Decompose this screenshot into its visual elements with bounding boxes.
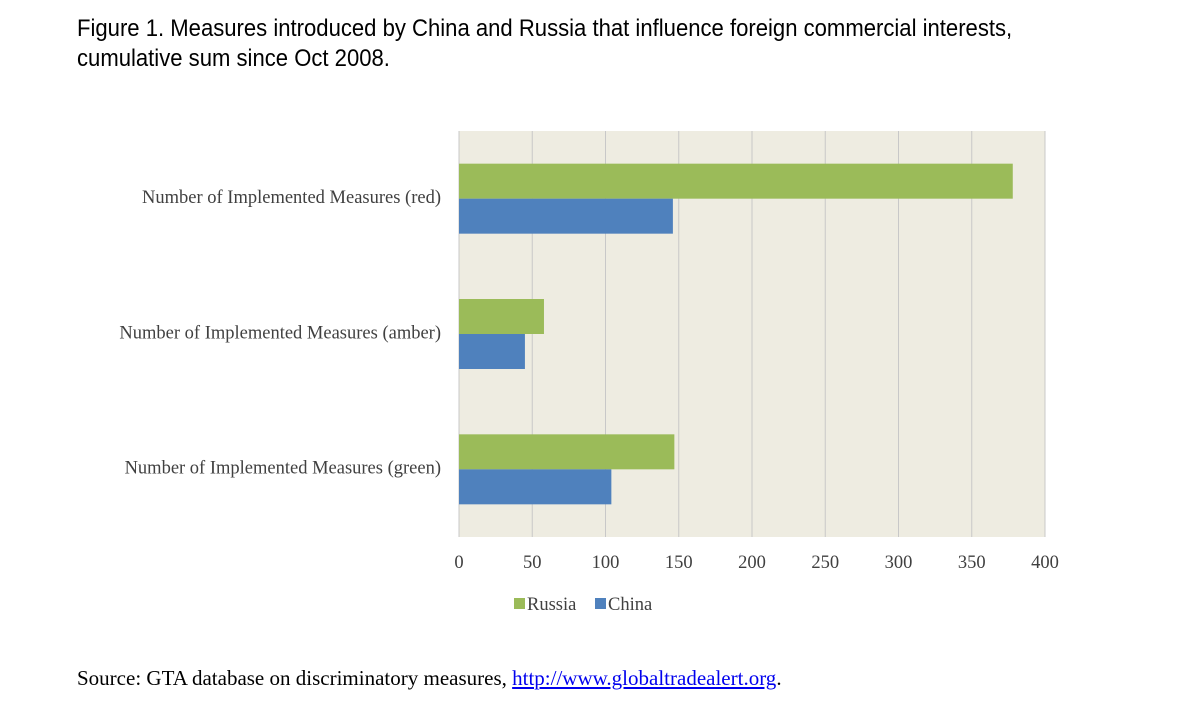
legend-label-russia: Russia xyxy=(527,595,576,615)
x-tick-label: 350 xyxy=(958,553,986,573)
x-tick-label: 250 xyxy=(811,553,839,573)
x-tick-label: 0 xyxy=(454,553,463,573)
legend-label-china: China xyxy=(608,595,652,615)
bar-chart: Number of Implemented Measures (red) Numb… xyxy=(119,131,1059,615)
bar-russia-1 xyxy=(459,163,1013,199)
x-tick-label: 400 xyxy=(1031,553,1059,573)
figure-title: Figure 1. Measures introduced by China a… xyxy=(77,15,1013,72)
bar-china-1 xyxy=(459,198,673,234)
bar-russia-3 xyxy=(459,434,675,470)
category-label: Number of Implemented Measures (green) xyxy=(125,459,441,479)
source-note: Source: GTA database on discriminatory m… xyxy=(77,666,782,691)
category-label: Number of Implemented Measures (red) xyxy=(142,188,441,208)
legend-swatch-china xyxy=(595,598,606,609)
bar-china-2 xyxy=(459,334,525,369)
source-text: Source: GTA database on discriminatory m… xyxy=(77,666,513,690)
bar-russia-2 xyxy=(459,299,544,334)
x-tick-label: 100 xyxy=(592,553,620,573)
x-tick-label: 200 xyxy=(738,553,766,573)
x-tick-label: 50 xyxy=(523,553,542,573)
legend-swatch-russia xyxy=(514,598,525,609)
source-link[interactable]: http://www.globaltradealert.org xyxy=(512,666,777,690)
x-tick-label: 300 xyxy=(885,553,913,573)
source-suffix: . xyxy=(776,666,782,690)
x-tick-label: 150 xyxy=(665,553,693,573)
bar-china-3 xyxy=(459,469,612,505)
category-label: Number of Implemented Measures (amber) xyxy=(119,323,441,343)
